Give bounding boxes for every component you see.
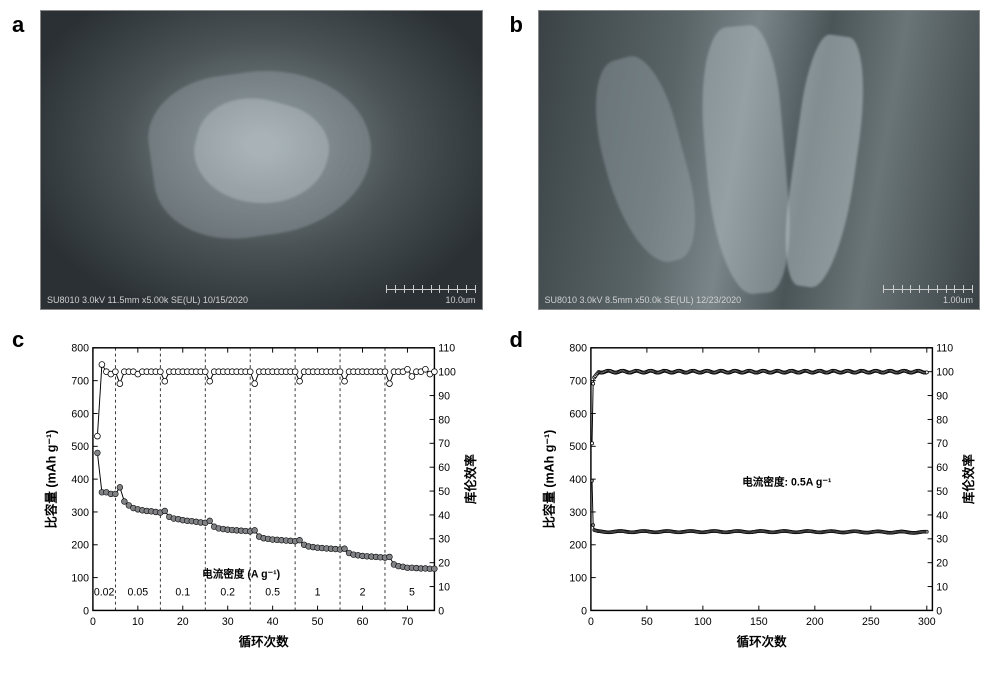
svg-text:90: 90 [936,390,948,402]
svg-text:600: 600 [71,408,89,420]
svg-text:400: 400 [71,474,89,486]
svg-text:100: 100 [936,367,954,379]
svg-text:90: 90 [438,390,450,402]
svg-text:20: 20 [936,558,948,570]
svg-text:150: 150 [750,616,768,628]
scale-text-b: 1.00um [943,295,973,305]
svg-text:200: 200 [71,540,89,552]
svg-text:2: 2 [360,587,366,599]
svg-text:30: 30 [222,616,234,628]
svg-text:70: 70 [936,438,948,450]
svg-text:50: 50 [312,616,324,628]
svg-text:400: 400 [569,474,587,486]
svg-text:0.02: 0.02 [94,587,115,599]
svg-text:200: 200 [569,540,587,552]
svg-text:70: 70 [402,616,414,628]
scale-text-a: 10.0um [445,295,475,305]
svg-text:60: 60 [936,462,948,474]
panel-label-d: d [510,327,523,353]
svg-text:10: 10 [936,581,948,593]
svg-text:110: 110 [936,343,953,355]
svg-text:库伦效率: 库伦效率 [960,454,975,505]
panel-b: b SU8010 3.0kV 8.5mm x50.0k SE(UL) 12/23… [508,10,991,310]
svg-text:500: 500 [71,441,89,453]
panel-c: c 01002003004005006007008000102030405060… [10,325,493,665]
svg-text:300: 300 [71,507,89,519]
svg-text:700: 700 [71,375,89,387]
sem-image-b: SU8010 3.0kV 8.5mm x50.0k SE(UL) 12/23/2… [538,10,981,310]
svg-text:库伦效率: 库伦效率 [463,454,478,505]
svg-text:100: 100 [694,616,712,628]
svg-text:600: 600 [569,408,587,420]
svg-text:0: 0 [936,605,942,617]
svg-text:5: 5 [409,587,415,599]
svg-text:40: 40 [267,616,279,628]
panel-a: a SU8010 3.0kV 11.5mm x5.00k SE(UL) 10/1… [10,10,493,310]
panel-label-a: a [12,12,24,38]
svg-text:50: 50 [438,486,450,498]
svg-text:1: 1 [315,587,321,599]
panel-label-c: c [12,327,24,353]
svg-text:60: 60 [357,616,369,628]
svg-text:80: 80 [936,414,948,426]
svg-text:0: 0 [587,616,593,628]
svg-text:500: 500 [569,441,587,453]
svg-text:40: 40 [936,510,948,522]
svg-text:300: 300 [569,507,587,519]
svg-text:70: 70 [438,438,450,450]
svg-text:30: 30 [438,534,450,546]
svg-text:电流密度: 0.5A g⁻¹: 电流密度: 0.5A g⁻¹ [742,476,832,489]
svg-text:40: 40 [438,510,450,522]
svg-text:700: 700 [569,375,587,387]
svg-text:10: 10 [438,581,450,593]
svg-text:比容量 (mAh g⁻¹): 比容量 (mAh g⁻¹) [541,430,556,529]
svg-text:100: 100 [569,572,587,584]
svg-text:20: 20 [177,616,189,628]
svg-text:循环次数: 循环次数 [239,634,290,649]
svg-text:110: 110 [438,343,455,355]
svg-text:60: 60 [438,462,450,474]
svg-text:20: 20 [438,558,450,570]
svg-text:电流密度 (A g⁻¹): 电流密度 (A g⁻¹) [202,568,280,581]
svg-text:200: 200 [806,616,824,628]
svg-text:0: 0 [83,605,89,617]
svg-text:80: 80 [438,414,450,426]
panel-d: d 01002003004005006007008000102030405060… [508,325,991,665]
svg-text:100: 100 [438,367,456,379]
chart-d: 0100200300400500600700800010203040506070… [538,330,981,660]
svg-text:0: 0 [438,605,444,617]
panel-label-b: b [510,12,523,38]
svg-text:0.2: 0.2 [220,587,235,599]
sem-caption-b: SU8010 3.0kV 8.5mm x50.0k SE(UL) 12/23/2… [545,295,742,305]
svg-text:0: 0 [581,605,587,617]
svg-text:800: 800 [569,343,587,355]
sem-image-a: SU8010 3.0kV 11.5mm x5.00k SE(UL) 10/15/… [40,10,483,310]
svg-text:0: 0 [90,616,96,628]
scale-bar-a: 10.0um [386,285,476,305]
svg-text:300: 300 [917,616,935,628]
svg-text:0.05: 0.05 [128,587,149,599]
svg-text:循环次数: 循环次数 [736,634,787,649]
svg-text:100: 100 [71,572,89,584]
svg-text:50: 50 [640,616,652,628]
svg-text:800: 800 [71,343,89,355]
svg-text:10: 10 [132,616,144,628]
svg-text:50: 50 [936,486,948,498]
sem-caption-a: SU8010 3.0kV 11.5mm x5.00k SE(UL) 10/15/… [47,295,248,305]
svg-text:250: 250 [861,616,879,628]
svg-text:0.1: 0.1 [175,587,190,599]
svg-text:比容量 (mAh g⁻¹): 比容量 (mAh g⁻¹) [43,430,58,529]
chart-c: 0100200300400500600700800010203040506070… [40,330,483,660]
scale-bar-b: 1.00um [883,285,973,305]
svg-text:0.5: 0.5 [265,587,280,599]
svg-text:30: 30 [936,534,948,546]
